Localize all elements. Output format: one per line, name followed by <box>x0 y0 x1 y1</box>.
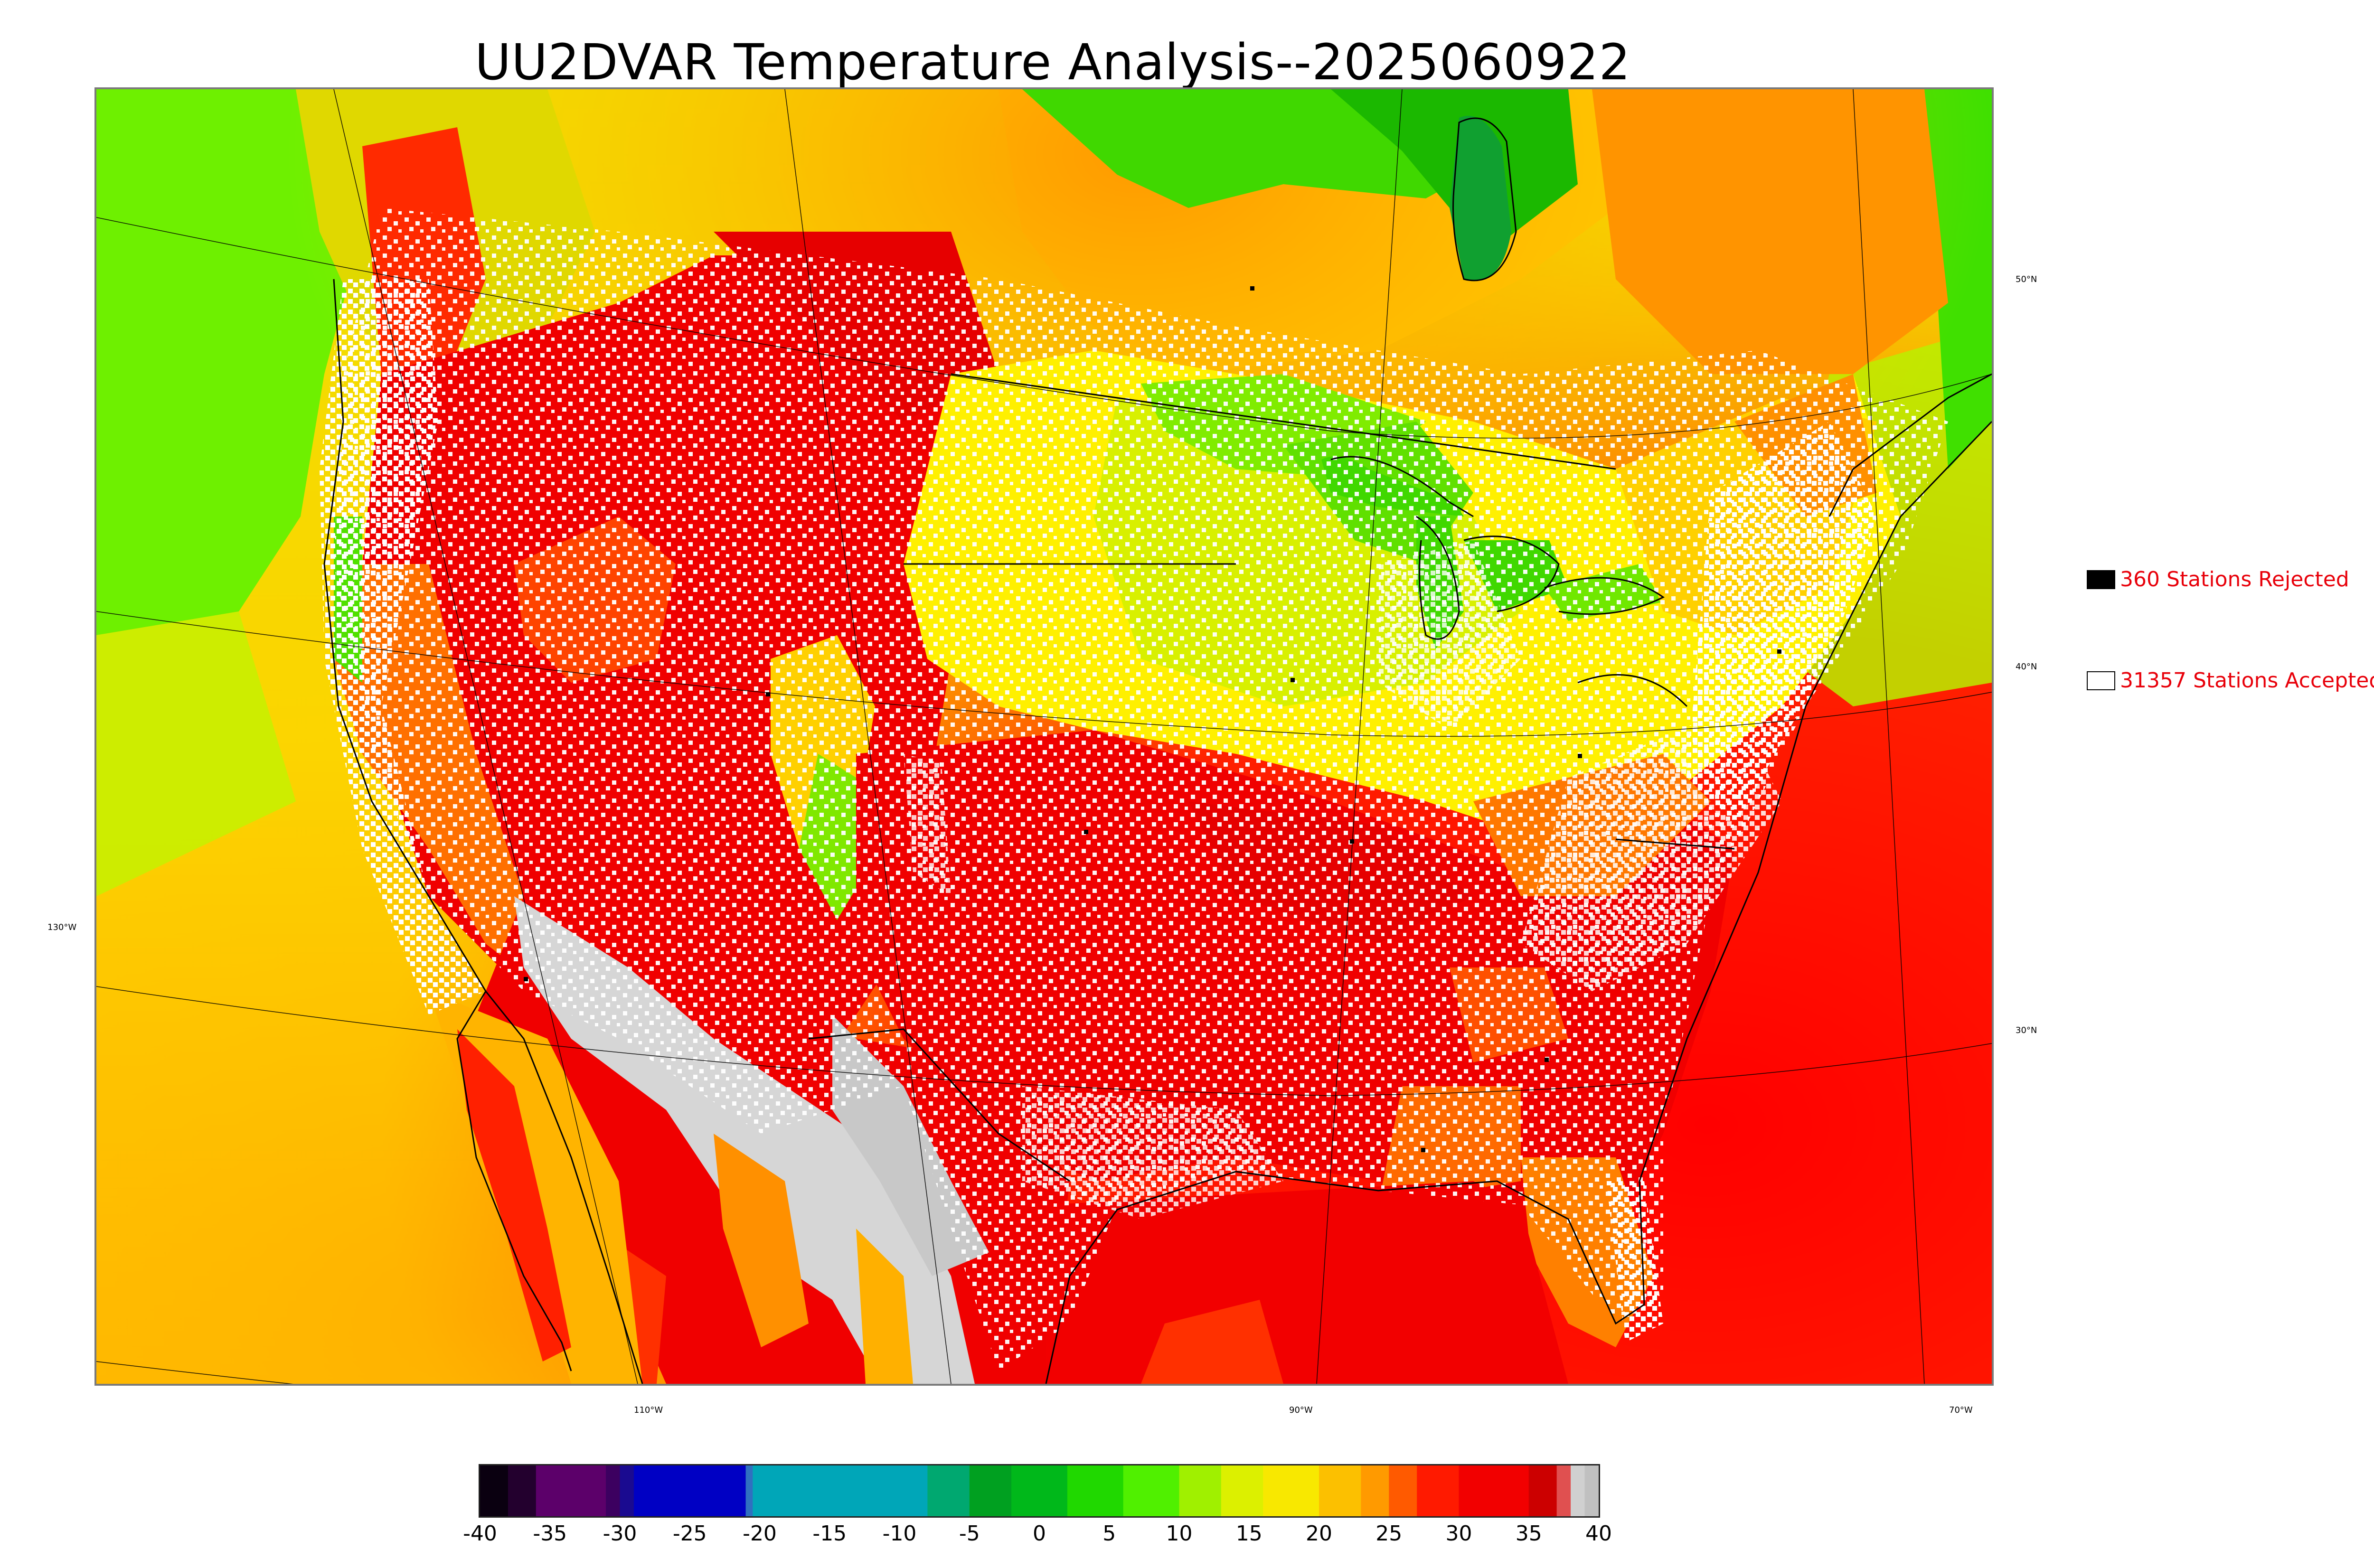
colorbar-tick-label: 20 <box>1306 1521 1332 1546</box>
colorbar-tick-label: -15 <box>812 1521 847 1546</box>
lat-label-50n: 50°N <box>2016 274 2037 284</box>
colorbar-tick-label: -10 <box>882 1521 917 1546</box>
rejected-stations <box>524 286 1781 1152</box>
chart-title-container: UU2DVAR Temperature Analysis--2025060922 <box>0 33 2374 104</box>
colorbar-band <box>1123 1465 1179 1516</box>
colorbar-tick-label: 0 <box>1033 1521 1046 1546</box>
colorbar-band <box>927 1465 970 1516</box>
colorbar-band <box>1361 1465 1389 1516</box>
colorbar-tick-label: 5 <box>1102 1521 1116 1546</box>
colorbar-band <box>969 1465 1012 1516</box>
accepted-label: 31357 Stations Accepted <box>2120 668 2374 693</box>
colorbar-tick-label: 15 <box>1235 1521 1262 1546</box>
lon-label-90w: 90°W <box>1289 1405 1313 1415</box>
colorbar-tick-label: 30 <box>1445 1521 1472 1546</box>
temperature-analysis-map <box>94 87 1994 1386</box>
colorbar-band <box>1067 1465 1124 1516</box>
lon-label-130w: 130°W <box>47 922 77 932</box>
colorbar-band <box>1179 1465 1222 1516</box>
colorbar-tick-label: -5 <box>959 1521 980 1546</box>
colorbar-tick-label: -20 <box>743 1521 777 1546</box>
colorbar-tick-label: -35 <box>533 1521 567 1546</box>
colorbar-band <box>745 1465 753 1516</box>
colorbar-band <box>633 1465 746 1516</box>
colorbar-band <box>1221 1465 1263 1516</box>
colorbar-band <box>536 1465 606 1516</box>
graticule <box>96 89 1992 1384</box>
colorbar-tick-label: 25 <box>1375 1521 1403 1546</box>
colorbar-band <box>1584 1465 1599 1516</box>
lat-label-40n: 40°N <box>2016 662 2037 672</box>
colorbar-band <box>1011 1465 1068 1516</box>
chart-title: UU2DVAR Temperature Analysis--2025060922 <box>475 33 1631 91</box>
colorbar-band <box>1319 1465 1361 1516</box>
colorbar-band <box>1389 1465 1417 1516</box>
coastlines <box>323 117 1992 1384</box>
rejected-label: 360 Stations Rejected <box>2120 567 2349 592</box>
colorbar-band <box>1571 1465 1585 1516</box>
colorbar-tick-label: 35 <box>1515 1521 1542 1546</box>
colorbar-band <box>620 1465 634 1516</box>
colorbar-tick-label: 10 <box>1166 1521 1193 1546</box>
colorbar-band <box>1556 1465 1571 1516</box>
colorbar-tick-label: 40 <box>1585 1521 1612 1546</box>
colorbar-band <box>606 1465 620 1516</box>
lat-label-30n: 30°N <box>2016 1025 2037 1035</box>
colorbar-tick-label: -25 <box>672 1521 707 1546</box>
map-graphic <box>96 89 1992 1384</box>
colorbar-band <box>480 1465 509 1516</box>
colorbar-band <box>1528 1465 1557 1516</box>
colorbar-band <box>1459 1465 1529 1516</box>
colorbar-tick-label: -30 <box>603 1521 637 1546</box>
lon-label-110w: 110°W <box>634 1405 663 1415</box>
colorbar-band <box>753 1465 928 1516</box>
colorbar-band <box>1417 1465 1459 1516</box>
lon-label-70w: 70°W <box>1949 1405 1973 1415</box>
colorbar-tick-label: -40 <box>463 1521 497 1546</box>
rejected-swatch <box>2087 570 2115 589</box>
accepted-swatch <box>2087 671 2115 690</box>
colorbar-graphic <box>480 1465 1599 1516</box>
temperature-colorbar <box>479 1464 1600 1518</box>
colorbar-band <box>1263 1465 1319 1516</box>
colorbar-band <box>508 1465 537 1516</box>
